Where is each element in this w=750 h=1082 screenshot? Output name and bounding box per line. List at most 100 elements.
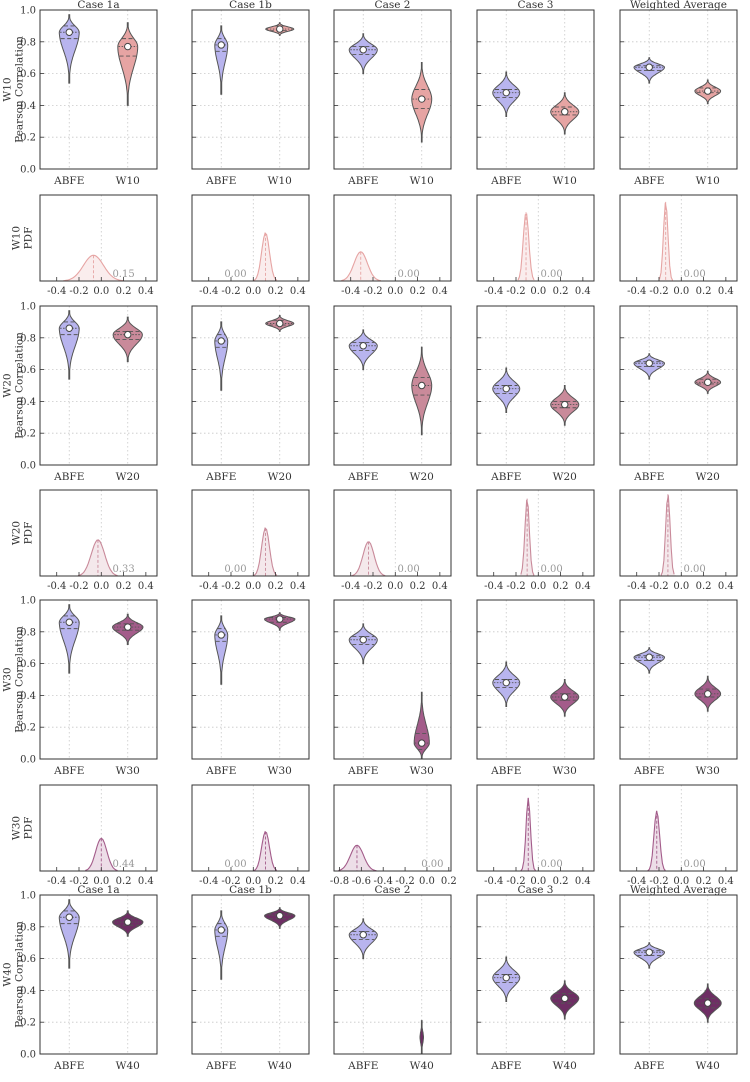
y-tick-label: 0.6 [20, 954, 36, 965]
x-category-label: W20 [116, 471, 140, 483]
x-tick-label: 0.4 [290, 286, 306, 297]
axes-frame [39, 305, 158, 466]
abfe-mean-marker [65, 913, 73, 921]
abfe-violin [348, 33, 378, 75]
w30-mean-marker [561, 693, 569, 701]
w10-mean-marker [561, 108, 569, 116]
pdf-area [518, 499, 537, 576]
pdf-row-W20: W20 PDF-0.4 -0.2 0.0 0.2 0.40.33-0.4 -0.2 0.0 0.… [11, 489, 738, 592]
axes-frame [39, 9, 158, 170]
abfe-mean-marker [645, 948, 653, 956]
w30-mean-marker [276, 615, 284, 623]
abfe-violin [214, 615, 229, 685]
abfe-mean-marker [217, 926, 225, 934]
x-tick-label: 0.2 [553, 286, 569, 297]
panel-title: Case 2 [375, 884, 411, 896]
x-tick-label: 0.4 [575, 286, 591, 297]
probability-label: 0.00 [541, 564, 563, 575]
x-tick-label: 0.0 [245, 286, 261, 297]
x-tick-label: -0.2 [69, 581, 88, 592]
violin-panel: 0.0 0.2 0.4 0.6 0.8 1.0 ABFE W30 [20, 596, 158, 777]
w10-mean-marker [276, 25, 284, 33]
abfe-violin [348, 918, 378, 960]
x-tick-label: 0.0 [419, 876, 435, 887]
axes-frame [191, 894, 310, 1055]
abfe-mean-marker [502, 384, 510, 393]
probability-label: 0.00 [421, 859, 443, 870]
x-tick-label: -0.2 [363, 286, 382, 297]
x-category-label: ABFE [490, 1060, 521, 1072]
axes-frame [619, 194, 738, 282]
x-tick-label: -0.4 [484, 286, 503, 297]
y-tick-label: 1.0 [20, 302, 36, 313]
x-category-label: ABFE [53, 1060, 84, 1072]
probability-label: 0.00 [224, 564, 246, 575]
x-tick-label: 0.0 [93, 286, 109, 297]
x-category-label: ABFE [633, 1060, 664, 1072]
x-category-label: W30 [410, 765, 434, 777]
x-category-label: ABFE [633, 765, 664, 777]
axes-frame [619, 305, 738, 466]
w20-violin [411, 346, 433, 436]
x-tick-label: -0.4 [341, 581, 360, 592]
pdf-panel: -0.4 -0.2 0.0 0.2 0.4 0.33 [39, 489, 158, 592]
pdf-panel: -0.4 -0.2 0.0 0.2 0.4 0.00 [191, 194, 310, 297]
abfe-mean-marker [645, 359, 653, 367]
abfe-mean-marker [65, 618, 73, 626]
abfe-mean-marker [359, 636, 367, 644]
x-category-label: W40 [116, 1060, 140, 1072]
x-tick-label: 0.2 [553, 581, 569, 592]
w30-mean-marker [418, 739, 426, 747]
w10-mean-marker [704, 87, 712, 95]
x-category-label: ABFE [205, 765, 236, 777]
y-axis-label-row: W20 [2, 373, 14, 397]
x-tick-label: 0.0 [93, 876, 109, 887]
pdf-area [249, 831, 282, 871]
probability-label: 0.00 [398, 269, 420, 280]
panel-title: Weighted Average [630, 884, 727, 896]
abfe-violin [348, 623, 378, 665]
x-category-label: ABFE [633, 175, 664, 187]
x-tick-label: -0.4 [47, 876, 66, 887]
x-category-label: ABFE [347, 765, 378, 777]
x-category-label: W20 [553, 471, 577, 483]
y-axis-label: Pearson Correlation [14, 36, 26, 143]
violin-panel: ABFE W30 [191, 599, 310, 777]
x-category-label: ABFE [633, 471, 664, 483]
axes-frame [191, 194, 310, 282]
violin-panel: ABFE W10 Case 1b [191, 0, 310, 187]
probability-label: 0.00 [224, 859, 246, 870]
x-tick-label: 0.0 [673, 286, 689, 297]
panel-title: Case 1b [229, 884, 272, 896]
x-tick-label: -0.4 [627, 286, 646, 297]
x-category-label: ABFE [347, 471, 378, 483]
violin-panel: 0.0 0.2 0.4 0.6 0.8 1.0 ABFE W10 Case 1a [20, 0, 158, 187]
axes-frame [333, 489, 452, 577]
x-category-label: W20 [696, 471, 720, 483]
w40-mean-marker [276, 911, 284, 920]
y-tick-label: 0.6 [20, 365, 36, 376]
axes-frame [191, 305, 310, 466]
axes-frame [39, 489, 158, 577]
x-tick-label: 0.2 [116, 581, 132, 592]
violin-panel: ABFE W20 [191, 305, 310, 483]
x-tick-label: -0.4 [47, 286, 66, 297]
y-tick-label: 0.2 [20, 723, 36, 734]
w20-mean-marker [561, 400, 569, 409]
y-axis-label-row: W30 [2, 667, 14, 691]
violin-panel: ABFE W20 [476, 305, 595, 483]
violin-panel: ABFE W40 Weighted Average [619, 884, 738, 1072]
y-axis-label: Pearson Correlation [14, 626, 26, 733]
violin-panel: ABFE W30 [333, 599, 452, 777]
axes-frame [191, 784, 310, 872]
x-tick-label: 0.4 [290, 876, 306, 887]
x-tick-label: 0.2 [696, 286, 712, 297]
x-category-label: W30 [696, 765, 720, 777]
axes-frame [333, 194, 452, 282]
abfe-mean-marker [65, 28, 73, 36]
panel-title: Case 1b [229, 0, 272, 11]
probability-label: 0.15 [112, 269, 134, 280]
abfe-mean-marker [359, 342, 367, 350]
x-tick-label: 0.0 [673, 581, 689, 592]
